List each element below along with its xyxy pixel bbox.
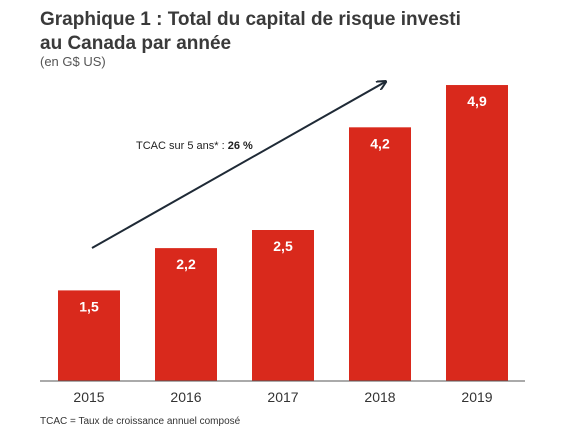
cagr-annotation: TCAC sur 5 ans* : 26 % bbox=[136, 140, 253, 152]
chart-subtitle: (en G$ US) bbox=[40, 54, 106, 69]
bar-2016 bbox=[155, 248, 217, 381]
bar-value-label-2019: 4,9 bbox=[467, 93, 487, 109]
x-tick-label-2018: 2018 bbox=[364, 389, 395, 405]
x-tick-label-2016: 2016 bbox=[170, 389, 201, 405]
footnote: TCAC = Taux de croissance annuel composé bbox=[40, 416, 241, 427]
bar-2019 bbox=[446, 85, 508, 381]
chart-title-line-2: au Canada par année bbox=[40, 33, 232, 54]
chart-title: Graphique 1 : Total du capital de risque… bbox=[40, 8, 560, 56]
x-tick-labels: 2015 2016 2017 2018 2019 bbox=[73, 389, 492, 405]
bar-2018 bbox=[349, 127, 411, 381]
bars-group: 1,5 2,2 2,5 4,2 4,9 bbox=[58, 85, 508, 381]
bar-value-label-2017: 2,5 bbox=[273, 238, 293, 254]
bar-value-label-2018: 4,2 bbox=[370, 135, 390, 151]
bar-value-label-2015: 1,5 bbox=[79, 298, 99, 314]
bar-value-label-2016: 2,2 bbox=[176, 256, 196, 272]
chart-title-line-1: Graphique 1 : Total du capital de risque… bbox=[40, 9, 461, 30]
bar-2015 bbox=[58, 290, 120, 381]
x-tick-label-2019: 2019 bbox=[461, 389, 492, 405]
cagr-annotation-value: 26 % bbox=[228, 140, 253, 152]
x-tick-label-2017: 2017 bbox=[267, 389, 298, 405]
x-tick-label-2015: 2015 bbox=[73, 389, 104, 405]
bar-2017 bbox=[252, 230, 314, 381]
trend-arrow bbox=[91, 82, 385, 249]
cagr-annotation-prefix: TCAC sur 5 ans* : bbox=[136, 140, 228, 152]
